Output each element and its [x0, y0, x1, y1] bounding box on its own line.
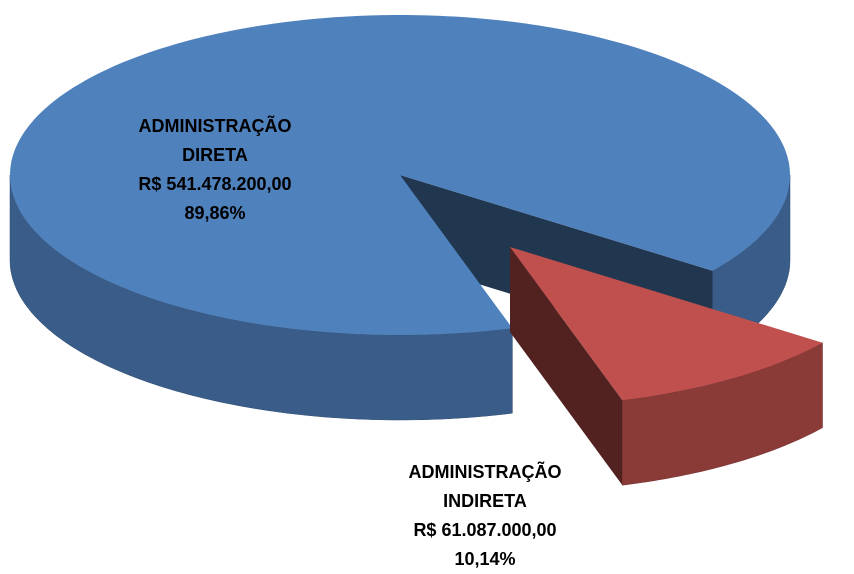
slice-category: ADMINISTRAÇÃO INDIRETA — [408, 462, 562, 511]
slice-percent: 89,86% — [184, 203, 246, 223]
slice-category: ADMINISTRAÇÃO DIRETA — [138, 116, 292, 165]
slice-label: ADMINISTRAÇÃO INDIRETA R$ 61.087.000,00 10… — [390, 458, 580, 574]
slice-amount: R$ 541.478.200,00 — [138, 174, 292, 194]
slice-amount: R$ 61.087.000,00 — [413, 520, 557, 540]
slice-cut-face — [510, 247, 623, 486]
slice-percent: 10,14% — [454, 549, 516, 569]
slice-label: ADMINISTRAÇÃO DIRETA R$ 541.478.200,00 89,… — [120, 112, 310, 228]
pie-slice — [510, 247, 823, 401]
slice-side — [622, 342, 823, 486]
pie-slice — [10, 15, 790, 335]
